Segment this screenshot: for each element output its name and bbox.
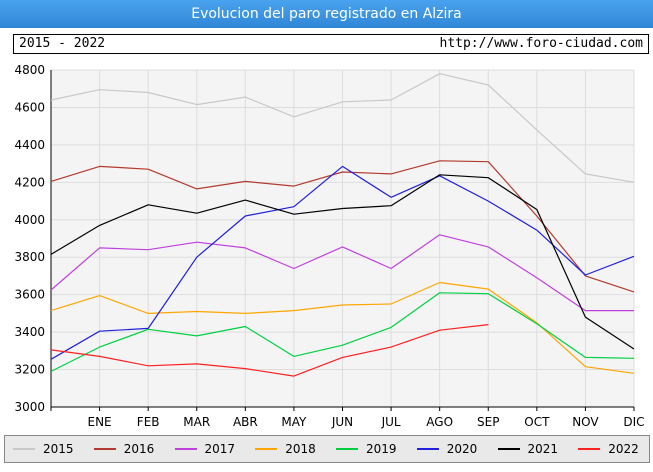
legend-item-2017: 2017: [174, 436, 236, 462]
x-tick-label: OCT: [524, 415, 550, 429]
legend-swatch: [13, 448, 35, 450]
x-tick-label: JUL: [381, 415, 401, 429]
y-tick-label: 4400: [14, 138, 45, 152]
legend-item-2019: 2019: [336, 436, 397, 462]
series-line-2017: [50, 234, 634, 312]
legend-swatch: [578, 448, 601, 450]
series-line-2019: [50, 292, 635, 372]
x-tick-label: MAY: [281, 415, 307, 429]
y-tick-label: 3200: [14, 363, 45, 377]
series-line-2020: [50, 165, 635, 360]
y-tick-label: 3400: [14, 325, 45, 339]
y-tick-label: 4000: [14, 213, 45, 227]
x-tick-label: ENE: [88, 415, 112, 429]
legend-label: 2022: [608, 442, 639, 456]
info-box: 2015 - 2022 http://www.foro-ciudad.com: [13, 34, 649, 54]
x-tick-label: MAR: [183, 415, 210, 429]
legend-label: 2019: [366, 442, 397, 456]
y-tick-label: 3000: [14, 400, 45, 414]
legend-label: 2015: [43, 442, 74, 456]
y-tick-label: 4200: [14, 175, 45, 189]
x-tick-label: SEP: [477, 415, 499, 429]
legend-label: 2020: [446, 442, 478, 456]
legend-label: 2021: [527, 442, 559, 456]
y-tick-label: 3600: [14, 288, 45, 302]
legend-swatch: [255, 448, 278, 450]
series-line-2015: [50, 73, 635, 183]
legend-label: 2017: [204, 442, 236, 456]
chart-title-bar: Evolucion del paro registrado en Alzira: [0, 0, 653, 28]
x-tick-label: AGO: [426, 415, 453, 429]
chart-legend: 2015 2016 2017 2018 2019 2020 2021 2022: [4, 435, 650, 463]
legend-label: 2018: [285, 442, 316, 456]
chart-title: Evolucion del paro registrado en Alzira: [191, 6, 462, 22]
legend-item-2016: 2016: [93, 436, 155, 462]
x-tick-label: JUN: [331, 415, 353, 429]
series-line-2016: [50, 160, 635, 293]
x-tick-label: NOV: [572, 415, 599, 429]
legend-swatch: [416, 448, 439, 450]
source-url: http://www.foro-ciudad.com: [439, 36, 644, 51]
series-line-2018: [50, 281, 635, 374]
line-chart: 3000 3200 3400 3600 3800 4000 4200 4400 4600 4800…: [14, 63, 644, 429]
legend-item-2015: 2015: [13, 436, 74, 462]
legend-item-2021: 2021: [497, 436, 559, 462]
series-line-2022: [50, 324, 489, 377]
y-tick-label: 3800: [14, 250, 45, 264]
legend-label: 2016: [123, 442, 155, 456]
y-tick-label: 4800: [14, 63, 45, 77]
legend-swatch: [93, 448, 116, 450]
x-tick-label: FEB: [137, 415, 160, 429]
legend-item-2018: 2018: [255, 436, 316, 462]
legend-swatch: [174, 448, 197, 450]
legend-item-2022: 2022: [578, 436, 639, 462]
series-line-2021: [50, 174, 635, 350]
period-label: 2015 - 2022: [19, 36, 106, 51]
y-tick-label: 4600: [14, 100, 45, 114]
legend-swatch: [336, 448, 358, 450]
legend-swatch: [497, 448, 520, 450]
x-tick-label: ABR: [233, 415, 258, 429]
x-tick-label: DIC: [623, 415, 644, 429]
legend-item-2020: 2020: [416, 436, 478, 462]
